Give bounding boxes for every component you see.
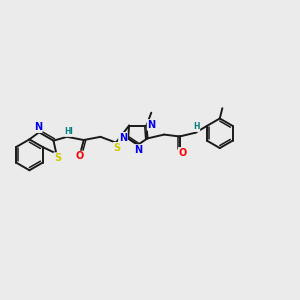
Text: O: O (75, 152, 83, 161)
Text: H: H (65, 127, 72, 136)
Text: S: S (114, 143, 121, 153)
Text: H: H (64, 127, 70, 136)
Text: S: S (54, 153, 61, 163)
Text: O: O (179, 148, 187, 158)
Text: N: N (34, 122, 42, 132)
Text: H: H (193, 122, 200, 131)
Text: N: N (119, 133, 127, 143)
Text: N: N (134, 145, 142, 155)
Text: N: N (148, 120, 156, 130)
